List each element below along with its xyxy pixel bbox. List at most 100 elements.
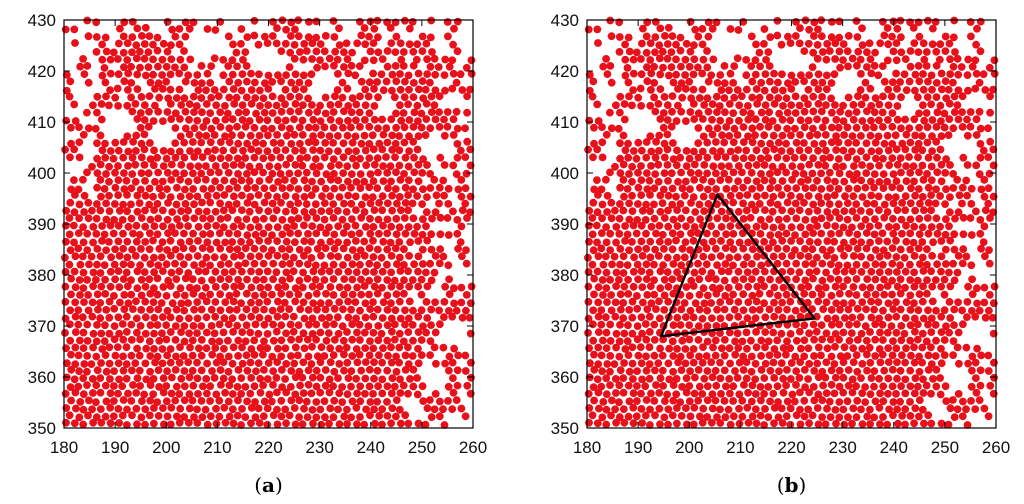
data-point bbox=[690, 160, 699, 169]
data-point bbox=[986, 214, 994, 222]
data-point bbox=[875, 252, 884, 261]
data-point bbox=[368, 193, 377, 202]
data-point bbox=[357, 290, 366, 299]
data-point bbox=[937, 282, 946, 291]
data-point bbox=[224, 320, 233, 329]
data-point bbox=[87, 360, 96, 368]
data-point bbox=[150, 253, 158, 262]
data-point bbox=[299, 101, 307, 109]
data-point bbox=[761, 191, 769, 200]
data-point bbox=[259, 229, 268, 238]
data-point bbox=[450, 24, 458, 33]
data-point bbox=[667, 63, 676, 71]
data-point bbox=[858, 193, 867, 201]
data-point bbox=[312, 382, 321, 391]
data-point bbox=[340, 366, 348, 375]
data-point bbox=[79, 130, 88, 139]
data-point bbox=[361, 268, 370, 276]
data-point bbox=[792, 214, 801, 223]
data-point bbox=[765, 93, 774, 102]
data-point bbox=[606, 246, 615, 255]
data-point bbox=[849, 115, 858, 124]
data-point bbox=[725, 375, 734, 383]
data-point bbox=[927, 176, 936, 185]
data-point bbox=[625, 47, 634, 56]
data-point bbox=[153, 274, 162, 283]
data-point bbox=[312, 289, 321, 298]
data-point bbox=[730, 93, 739, 102]
data-point bbox=[682, 283, 691, 291]
data-point bbox=[858, 161, 866, 169]
data-point bbox=[634, 200, 642, 208]
data-point bbox=[707, 358, 716, 367]
data-point bbox=[286, 92, 295, 101]
data-point bbox=[435, 412, 444, 421]
data-point bbox=[913, 93, 922, 102]
data-point bbox=[637, 162, 645, 170]
data-point bbox=[773, 123, 782, 132]
data-point bbox=[856, 55, 865, 64]
data-point bbox=[405, 132, 413, 141]
data-point bbox=[369, 145, 378, 154]
data-point bbox=[584, 389, 593, 398]
data-point bbox=[79, 344, 88, 352]
data-point bbox=[729, 168, 738, 177]
data-point bbox=[70, 375, 79, 384]
data-point bbox=[401, 199, 410, 207]
data-point bbox=[290, 130, 299, 139]
data-point bbox=[634, 138, 643, 147]
data-point bbox=[916, 260, 924, 268]
data-point bbox=[720, 138, 729, 147]
data-point bbox=[946, 70, 955, 78]
data-point bbox=[67, 396, 75, 405]
data-point bbox=[98, 222, 106, 230]
data-point bbox=[971, 405, 980, 413]
data-point bbox=[308, 342, 316, 351]
data-point bbox=[118, 382, 127, 391]
data-point bbox=[171, 396, 180, 405]
data-point bbox=[443, 214, 452, 222]
data-point bbox=[643, 63, 651, 72]
data-point bbox=[893, 206, 902, 215]
data-point bbox=[133, 207, 142, 216]
data-point bbox=[642, 335, 651, 344]
data-point bbox=[645, 176, 654, 185]
data-point bbox=[211, 267, 220, 276]
data-point bbox=[365, 276, 373, 285]
data-point bbox=[586, 359, 594, 368]
data-point bbox=[676, 153, 685, 162]
data-point bbox=[598, 367, 606, 376]
data-point bbox=[132, 54, 141, 63]
data-point bbox=[181, 32, 190, 41]
data-point bbox=[752, 161, 761, 169]
data-point bbox=[946, 193, 954, 202]
data-point bbox=[70, 419, 79, 428]
data-point bbox=[234, 139, 243, 148]
data-point bbox=[273, 251, 282, 260]
data-point bbox=[135, 366, 144, 375]
data-point bbox=[181, 200, 190, 208]
data-point bbox=[203, 420, 212, 429]
data-point bbox=[127, 62, 135, 71]
data-point bbox=[158, 359, 167, 368]
data-point bbox=[884, 344, 893, 352]
data-point bbox=[704, 77, 713, 86]
data-point bbox=[645, 328, 654, 336]
data-point bbox=[466, 145, 475, 154]
data-point bbox=[835, 289, 844, 298]
data-point bbox=[844, 32, 853, 40]
data-point bbox=[730, 184, 739, 193]
data-point bbox=[660, 153, 669, 162]
data-point bbox=[608, 396, 616, 405]
data-point bbox=[821, 161, 830, 170]
data-point bbox=[206, 230, 215, 238]
data-point bbox=[900, 329, 909, 338]
data-point bbox=[237, 267, 246, 276]
data-point bbox=[708, 237, 717, 246]
data-point bbox=[188, 336, 197, 345]
data-point bbox=[114, 55, 122, 63]
data-point bbox=[668, 32, 677, 40]
data-point bbox=[989, 145, 998, 154]
data-point bbox=[366, 305, 375, 313]
data-point bbox=[449, 207, 457, 216]
